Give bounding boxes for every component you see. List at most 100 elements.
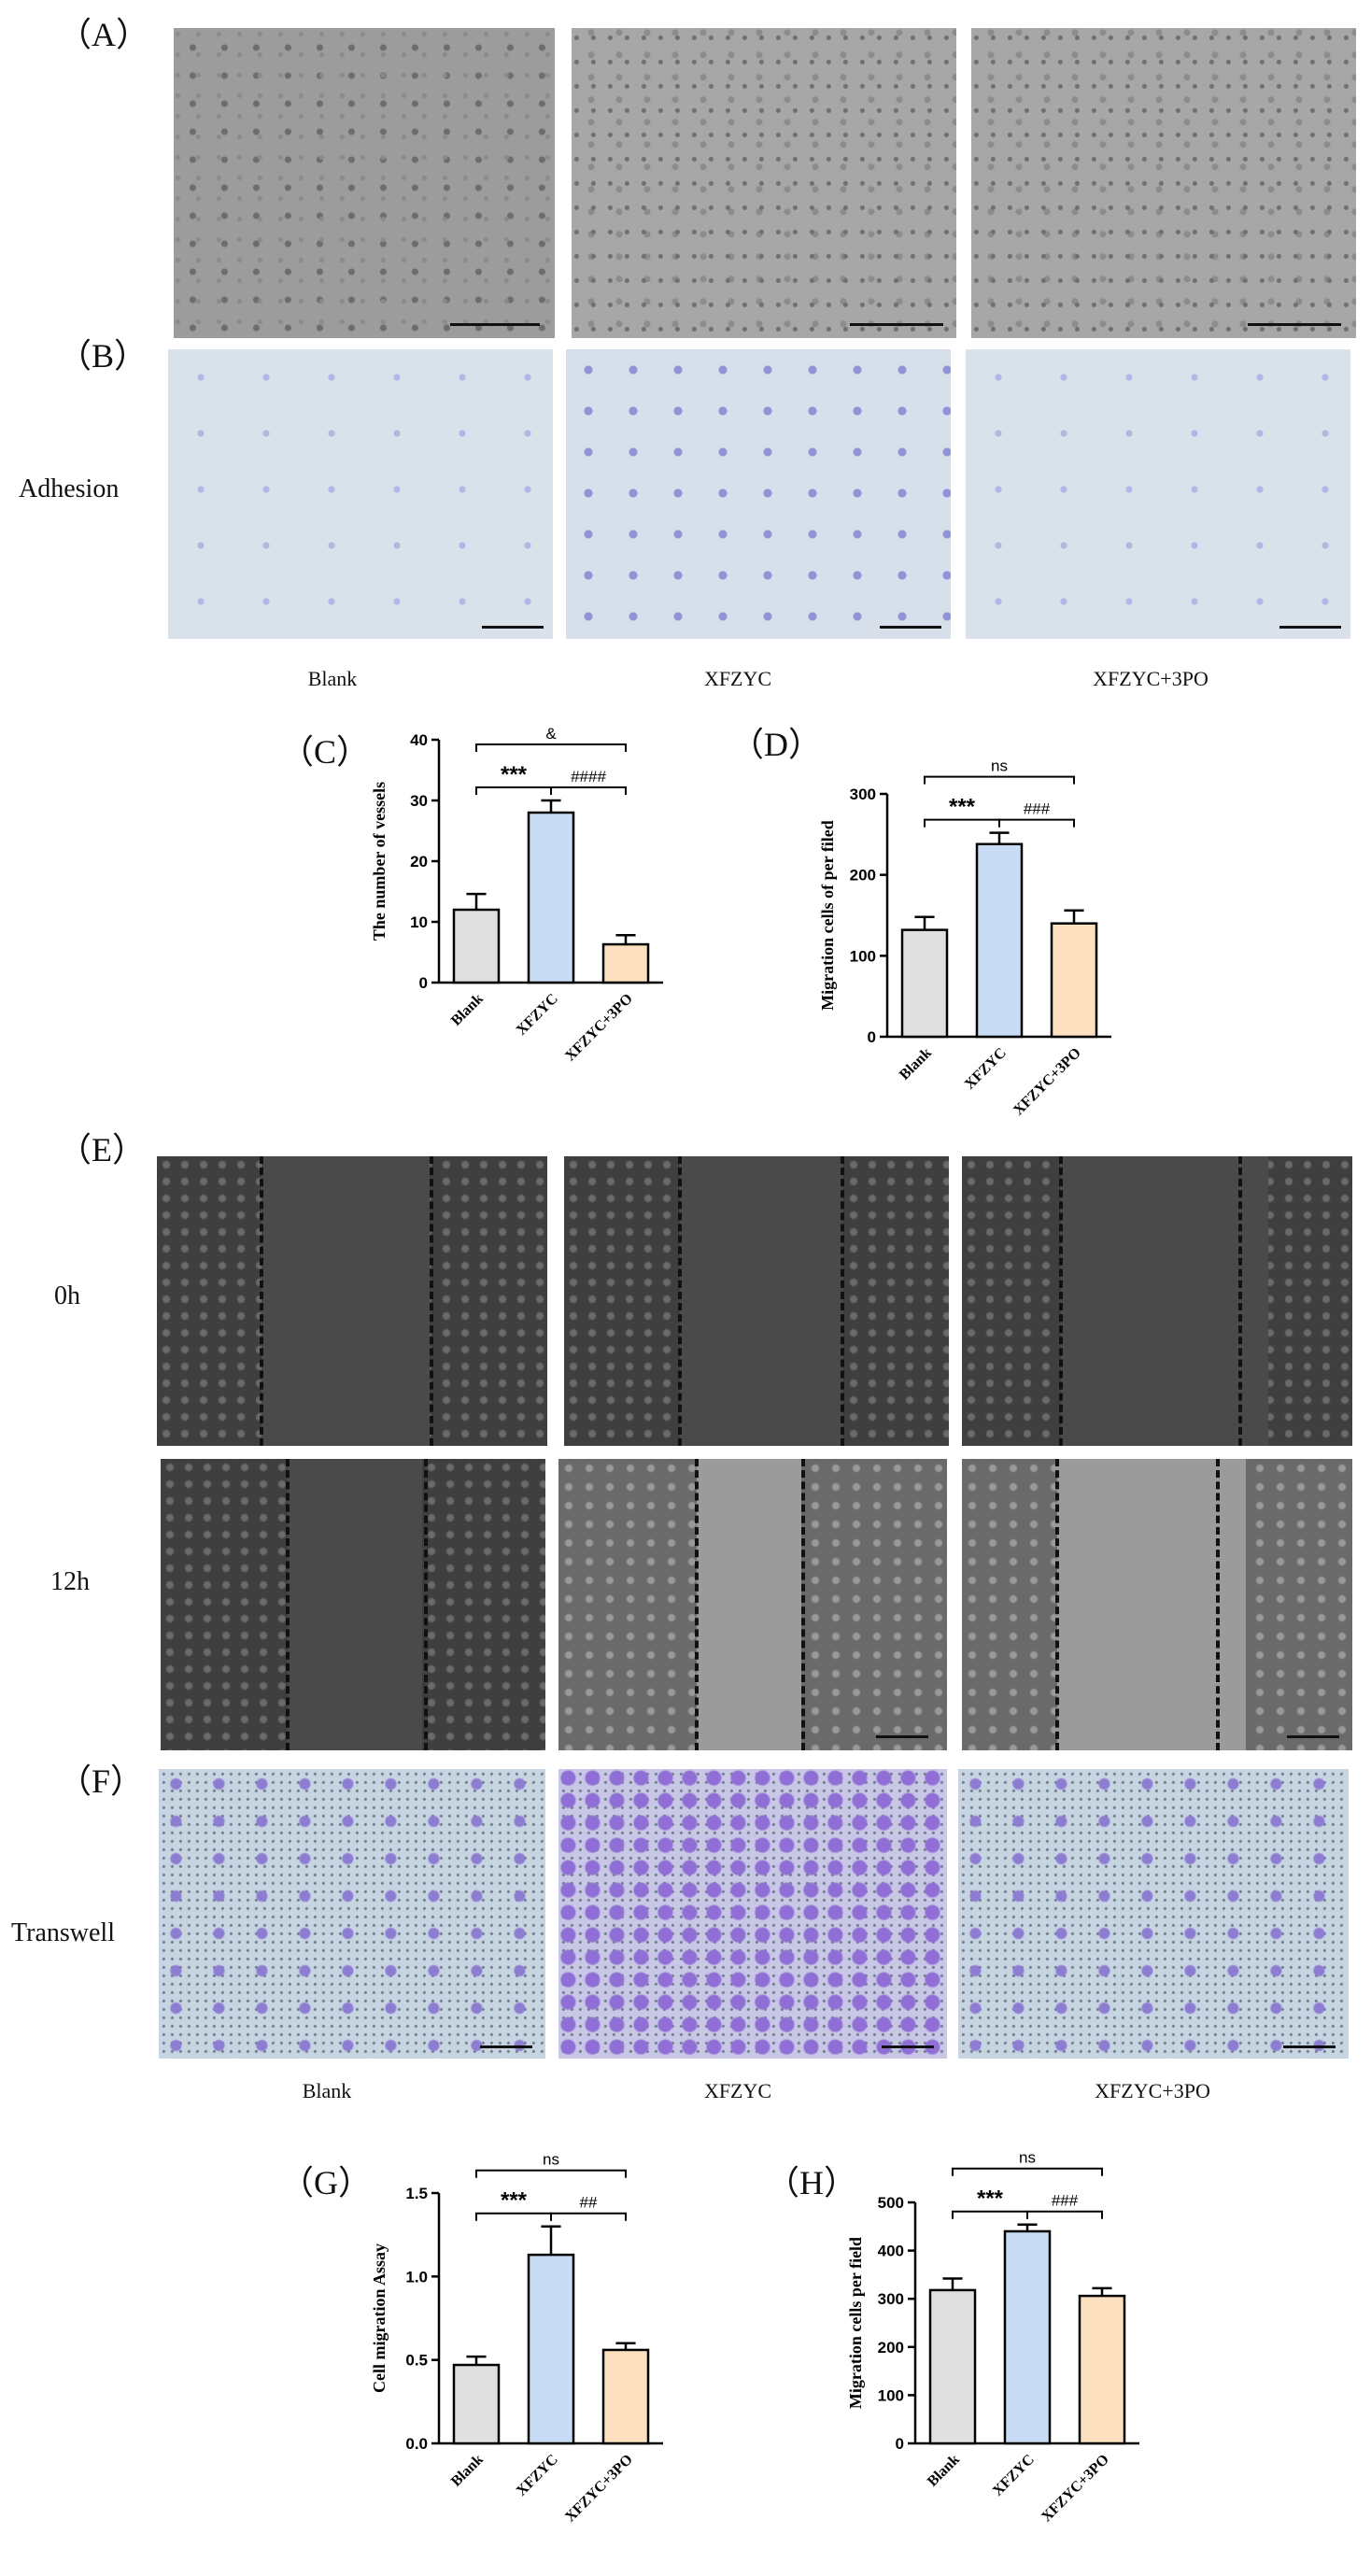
- significance-label: ***: [501, 762, 528, 787]
- row-label-transwell: Transwell: [11, 1918, 115, 1947]
- wound-edge-line: [260, 1156, 263, 1446]
- y-tick-label: 0: [896, 2435, 904, 2453]
- bar-xfzyc: [975, 842, 1024, 1039]
- wound-edge-line: [801, 1459, 805, 1750]
- bar-xfzyc: [527, 811, 575, 984]
- wound-edge-line: [1055, 1459, 1059, 1750]
- wound-edge-line: [678, 1156, 682, 1446]
- adhesion-image-xfzyc-3po: [966, 349, 1350, 639]
- group-label-xfzyc-3po-bottom: XFZYC+3PO: [1095, 2079, 1210, 2102]
- significance-bracket: [952, 2167, 1103, 2176]
- row-label-12h: 12h: [50, 1567, 90, 1596]
- scale-bar: [482, 626, 544, 629]
- group-label-xfzyc-3po: XFZYC+3PO: [1093, 667, 1208, 690]
- panel-label-a: （A）: [58, 16, 149, 53]
- adhesion-image-xfzyc: [566, 349, 951, 639]
- chart-g-cell-migration: 0.0 0.5 1.0 1.5 Cell migration Assay Blank XFZ…: [355, 2130, 691, 2569]
- x-tick-label: XFZYC+3PO: [1039, 2452, 1112, 2526]
- significance-bracket: [550, 2212, 627, 2221]
- transwell-image-xfzyc-3po: [958, 1769, 1349, 2059]
- y-axis-label: Cell migration Assay: [370, 2243, 389, 2393]
- y-axis-label: The number of vessels: [370, 782, 389, 941]
- y-tick-label: 200: [850, 867, 876, 885]
- wound-edge-line: [430, 1156, 433, 1446]
- bar-xfzyc-3po: [1050, 922, 1098, 1039]
- bar-xfzyc: [527, 2253, 575, 2445]
- scale-bar: [876, 1735, 928, 1738]
- scale-bar: [1287, 1735, 1339, 1738]
- y-tick-label: 0: [868, 1028, 876, 1046]
- y-tick-label: 300: [850, 786, 876, 803]
- chart-c-vessels: 0 10 20 30 40 The number of vessels Blank XFZYC…: [355, 710, 691, 1121]
- chart-svg: 0 100 200 300 400 500 Migration cells per fiel…: [846, 2149, 1139, 2526]
- panel-label-h: （H）: [766, 2164, 857, 2201]
- x-tick-label: XFZYC: [990, 2452, 1038, 2499]
- wound-image-xfzyc-12h: [558, 1459, 947, 1750]
- y-tick-label: 10: [410, 913, 428, 931]
- group-label-xfzyc-bottom: XFZYC: [703, 2079, 772, 2102]
- scale-bar: [880, 626, 941, 629]
- x-tick-label: XFZYC: [514, 991, 561, 1039]
- significance-bracket: [952, 2210, 1028, 2219]
- bar-xfzyc-3po: [1078, 2294, 1126, 2445]
- scale-bar: [882, 2045, 934, 2048]
- y-tick-label: 1.5: [405, 2185, 428, 2202]
- scale-bar: [450, 323, 540, 326]
- significance-bracket: [924, 818, 1000, 828]
- y-tick-label: 20: [410, 853, 428, 870]
- x-tick-label: XFZYC+3PO: [1011, 1045, 1084, 1119]
- x-tick-label: XFZYC+3PO: [562, 991, 636, 1065]
- bar-blank: [928, 2288, 977, 2445]
- chart-svg: 0 100 200 300 Migration cells of per filed Bl…: [818, 757, 1111, 1119]
- wound-edge-line: [841, 1156, 844, 1446]
- significance-label: ###: [1024, 800, 1051, 818]
- scale-bar: [480, 2045, 532, 2048]
- panel-label-b: （B）: [58, 337, 148, 375]
- transwell-image-blank: [159, 1769, 545, 2059]
- x-tick-label: Blank: [897, 1045, 935, 1083]
- x-tick-label: XFZYC+3PO: [562, 2452, 636, 2526]
- group-label-blank: Blank: [307, 667, 358, 690]
- y-tick-label: 0: [419, 974, 428, 992]
- y-axis-label: Migration cells of per filed: [818, 820, 837, 1011]
- significance-bracket: [1026, 2210, 1103, 2219]
- significance-bracket: [475, 743, 627, 752]
- x-tick-label: XFZYC: [962, 1045, 1010, 1093]
- significance-bracket: [475, 2169, 627, 2178]
- panel-label-d: （D）: [730, 726, 822, 763]
- y-tick-label: 0.5: [405, 2352, 428, 2370]
- scale-bar: [1279, 626, 1341, 629]
- y-tick-label: 40: [410, 731, 428, 749]
- significance-label: ns: [991, 757, 1008, 775]
- chart-d-migration-cells: 0 100 200 300 Migration cells of per filed Bl…: [803, 710, 1139, 1130]
- wound-image-xfzyc-3po-12h: [962, 1459, 1352, 1750]
- bar-xfzyc-3po: [601, 942, 650, 984]
- significance-bracket: [924, 775, 1075, 785]
- panel-label-c: （C）: [280, 733, 371, 771]
- bar-blank: [452, 2363, 501, 2445]
- significance-label: ###: [1052, 2192, 1079, 2210]
- wound-image-blank-0h: [157, 1156, 547, 1446]
- chart-svg: 0.0 0.5 1.0 1.5 Cell migration Assay Blank XFZ…: [370, 2151, 663, 2526]
- x-tick-label: XFZYC: [514, 2452, 561, 2499]
- x-tick-label: Blank: [448, 2452, 487, 2490]
- significance-bracket: [475, 2212, 552, 2221]
- tube-formation-image-xfzyc: [572, 28, 956, 338]
- significance-label: ns: [1019, 2149, 1036, 2167]
- significance-label: ##: [580, 2194, 598, 2212]
- y-tick-label: 400: [878, 2243, 904, 2260]
- y-axis-label: Migration cells per field: [846, 2237, 865, 2409]
- scale-bar: [1248, 323, 1341, 326]
- group-label-blank-bottom: Blank: [302, 2079, 352, 2102]
- tube-formation-image-blank: [174, 28, 555, 338]
- y-tick-label: 30: [410, 792, 428, 810]
- y-tick-label: 1.0: [405, 2268, 428, 2286]
- significance-label: ***: [977, 2187, 1004, 2212]
- scale-bar: [1283, 2045, 1336, 2048]
- tube-formation-image-xfzyc-3po: [971, 28, 1356, 338]
- transwell-image-xfzyc: [558, 1769, 947, 2059]
- panel-label-e: （E）: [58, 1131, 146, 1168]
- wound-edge-line: [1216, 1459, 1220, 1750]
- bar-xfzyc: [1003, 2229, 1052, 2445]
- y-tick-label: 100: [850, 947, 876, 965]
